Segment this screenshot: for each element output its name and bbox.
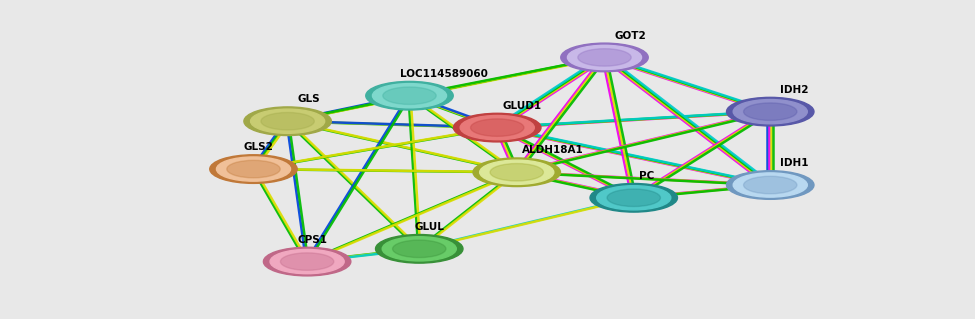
- Circle shape: [210, 155, 297, 183]
- Circle shape: [372, 84, 447, 108]
- Circle shape: [375, 234, 463, 263]
- Text: LOC114589060: LOC114589060: [400, 69, 488, 79]
- Circle shape: [733, 100, 807, 124]
- Circle shape: [393, 240, 446, 257]
- Circle shape: [244, 107, 332, 136]
- Circle shape: [744, 103, 797, 120]
- Circle shape: [270, 249, 344, 274]
- Circle shape: [590, 183, 678, 212]
- Circle shape: [567, 45, 642, 70]
- Circle shape: [471, 119, 524, 136]
- Circle shape: [453, 113, 541, 142]
- Text: GLUD1: GLUD1: [502, 101, 541, 111]
- Circle shape: [383, 87, 436, 104]
- Circle shape: [578, 49, 631, 66]
- Circle shape: [382, 237, 456, 261]
- Text: IDH1: IDH1: [780, 158, 808, 168]
- Text: IDH2: IDH2: [780, 85, 808, 95]
- Text: GLUL: GLUL: [414, 222, 445, 232]
- Circle shape: [490, 164, 543, 181]
- Circle shape: [733, 173, 807, 197]
- Circle shape: [227, 160, 280, 178]
- Circle shape: [251, 109, 325, 133]
- Circle shape: [263, 247, 351, 276]
- Text: GOT2: GOT2: [614, 31, 646, 41]
- Circle shape: [726, 171, 814, 199]
- Text: PC: PC: [639, 171, 654, 181]
- Circle shape: [607, 189, 660, 206]
- Circle shape: [216, 157, 291, 181]
- Circle shape: [460, 115, 534, 140]
- Text: GLS: GLS: [297, 94, 320, 104]
- Circle shape: [366, 81, 453, 110]
- Text: ALDH18A1: ALDH18A1: [522, 145, 583, 155]
- Circle shape: [597, 186, 671, 210]
- Circle shape: [480, 160, 554, 184]
- Circle shape: [261, 113, 314, 130]
- Circle shape: [726, 97, 814, 126]
- Text: CPS1: CPS1: [297, 235, 328, 245]
- Circle shape: [473, 158, 561, 187]
- Circle shape: [744, 176, 797, 194]
- Circle shape: [281, 253, 333, 270]
- Text: GLS2: GLS2: [244, 142, 274, 152]
- Circle shape: [561, 43, 648, 72]
